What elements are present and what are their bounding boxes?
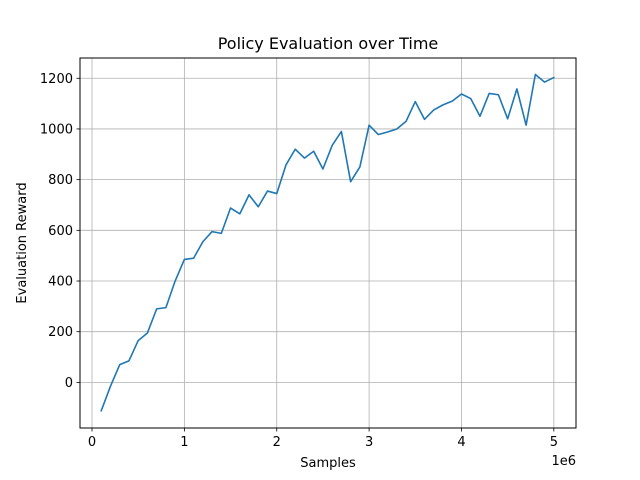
series-layer bbox=[100, 73, 555, 412]
y-tick-label: 1200 bbox=[40, 72, 73, 87]
y-tick-label: 1000 bbox=[40, 122, 73, 137]
ticks: 0 1 2 3 4 5 0 200 400 600 800 1000 1200 bbox=[40, 72, 558, 450]
x-tick-label: 4 bbox=[457, 435, 465, 450]
y-tick-label: 400 bbox=[48, 275, 73, 290]
x-tick-label: 2 bbox=[273, 435, 281, 450]
x-tick-label: 1 bbox=[180, 435, 188, 450]
x-tick-label: 5 bbox=[550, 435, 558, 450]
plot-frame bbox=[79, 57, 577, 429]
x-tick-label: 3 bbox=[365, 435, 373, 450]
y-tick-label: 200 bbox=[48, 325, 73, 340]
y-tick-label: 0 bbox=[65, 376, 73, 391]
x-offset-label: 1e6 bbox=[551, 454, 576, 469]
y-tick-label: 600 bbox=[48, 224, 73, 239]
y-tick-label: 800 bbox=[48, 173, 73, 188]
chart-title: Policy Evaluation over Time bbox=[218, 34, 439, 53]
x-tick-label: 0 bbox=[88, 435, 96, 450]
y-axis-label: Evaluation Reward bbox=[15, 182, 30, 303]
series-line bbox=[100, 73, 555, 412]
grid bbox=[80, 58, 576, 428]
x-axis-label: Samples bbox=[300, 456, 356, 471]
